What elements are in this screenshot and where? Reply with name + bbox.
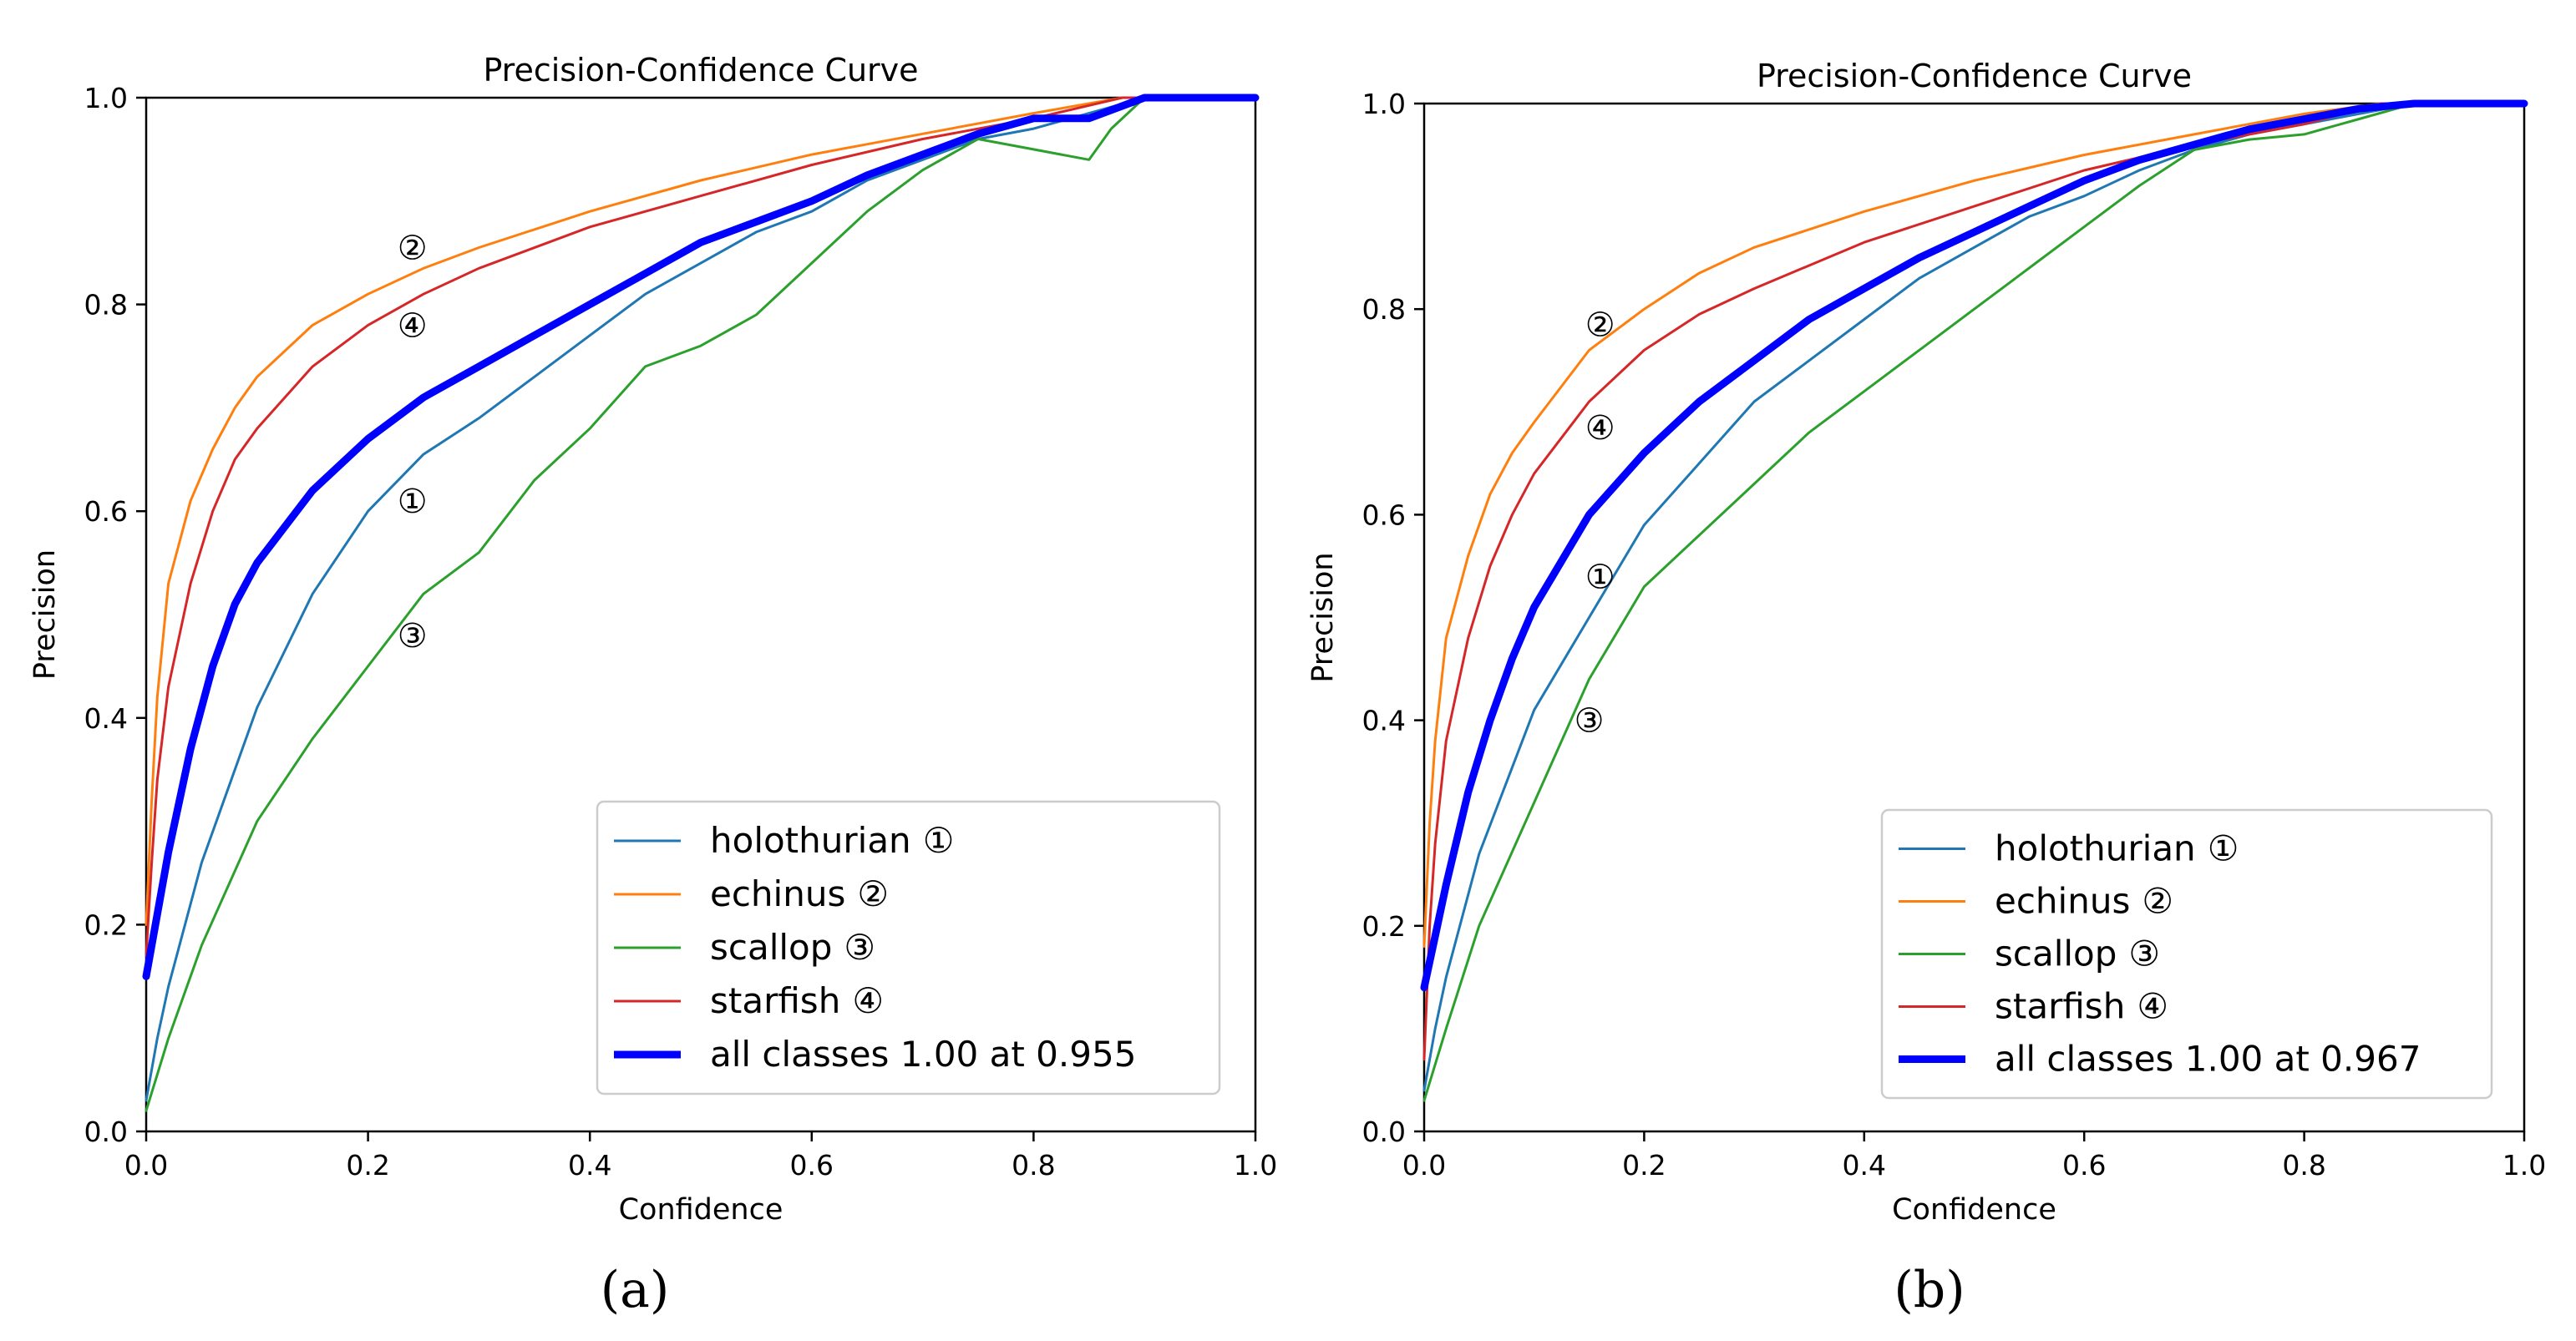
chart-title: Precision-Confidence Curve [1757,58,2192,94]
x-tick-label: 1.0 [1234,1149,1277,1182]
y-tick-label: 0.2 [1362,910,1406,943]
legend-box [1880,808,2493,1100]
legend-label-marker: ④ [2137,986,2168,1027]
legend-label-name: all classes 1.00 at 0.967 [1995,1039,2421,1080]
series-line-scallop [145,96,1257,1112]
legend-label-marker: ③ [844,927,875,968]
y-tick-label: 1.0 [1362,88,1406,120]
plot-frame [145,96,1257,1133]
legend-label: starfish ④ [710,980,884,1021]
y-tick-label: 0.4 [1362,705,1406,737]
legend-label-marker: ④ [852,980,884,1021]
legend-label: starfish ④ [1995,986,2168,1027]
legend-label: all classes 1.00 at 0.967 [1995,1039,2421,1080]
chart-title: Precision-Confidence Curve [483,52,918,89]
y-tick-label: 0.6 [84,495,128,528]
y-tick-label: 0.0 [1362,1116,1406,1148]
y-tick-label: 0.2 [84,908,128,941]
y-tick-label: 0.8 [84,289,128,321]
legend-label-name: scallop [1995,934,2117,974]
y-tick-label: 1.0 [84,82,128,114]
legend-label-name: all classes 1.00 at 0.955 [710,1034,1136,1075]
legend-label-marker: ② [857,873,889,914]
legend-label-name: holothurian [710,820,911,861]
x-tick-label: 0.6 [2062,1149,2106,1182]
x-tick-label: 0.4 [568,1149,611,1182]
curve-annotation: ③ [398,617,428,655]
y-tick-label: 0.6 [1362,498,1406,531]
x-tick-label: 0.2 [1622,1149,1666,1182]
curve-annotation: ② [398,230,428,268]
legend-label: holothurian ① [710,820,954,861]
legend-label-name: scallop [710,927,832,968]
legend-label-name: starfish [1995,986,2125,1027]
plot-frame [1422,102,2526,1133]
legend-box [596,800,1221,1096]
legend-label-name: echinus [710,873,845,914]
legend-label-name: holothurian [1995,828,2196,869]
y-tick-label: 0.8 [1362,293,1406,326]
y-axis-label: Precision [1306,552,1340,682]
x-tick-label: 0.8 [2282,1149,2325,1182]
legend-label: scallop ③ [710,927,875,968]
panel-caption: (a) [601,1261,670,1319]
curve-annotation: ④ [1585,409,1615,448]
x-tick-label: 0.2 [346,1149,389,1182]
legend-label: all classes 1.00 at 0.955 [710,1034,1136,1075]
panel-caption: (b) [1894,1261,1965,1319]
y-tick-label: 0.0 [84,1116,128,1148]
legend-label-marker: ③ [2128,934,2160,974]
series-line-all [142,94,1260,980]
series-line-echinus [145,96,1257,926]
curve-annotation: ② [1585,306,1615,345]
series-line-holothurian [145,96,1257,1102]
x-tick-label: 0.4 [1843,1149,1886,1182]
series-line-scallop [1422,102,2526,1102]
x-tick-label: 0.0 [1402,1149,1446,1182]
curve-annotation: ① [1585,558,1615,596]
legend-label-marker: ② [2142,881,2173,922]
legend-label: scallop ③ [1995,934,2160,974]
series-line-echinus [1422,102,2526,948]
legend-label: holothurian ① [1995,828,2239,869]
y-axis-label: Precision [28,549,62,680]
x-tick-label: 1.0 [2502,1149,2546,1182]
legend-label-marker: ① [2208,828,2239,869]
legend-label: echinus ② [710,873,889,914]
legend-label-name: starfish [710,980,840,1021]
series-line-all [1420,99,2528,992]
series-line-starfish [145,96,1257,957]
chart-panel-0: Precision-Confidence Curve 0.0 0.2 0.4 0.6 0.… [28,52,1277,1319]
y-tick-label: 0.4 [84,702,128,735]
x-tick-label: 0.0 [124,1149,168,1182]
x-tick-label: 0.6 [790,1149,834,1182]
legend-label-marker: ① [923,820,955,861]
legend-label: echinus ② [1995,881,2173,922]
chart-panel-1: Precision-Confidence Curve 0.0 0.2 0.4 0.6 0.… [1306,58,2546,1319]
x-axis-label: Confidence [1892,1193,2056,1227]
curve-annotation: ③ [1575,702,1605,741]
curve-annotation: ④ [398,306,428,345]
x-axis-label: Confidence [619,1193,783,1227]
x-tick-label: 0.8 [1012,1149,1055,1182]
legend-label-name: echinus [1995,881,2130,922]
curve-annotation: ① [398,483,428,521]
